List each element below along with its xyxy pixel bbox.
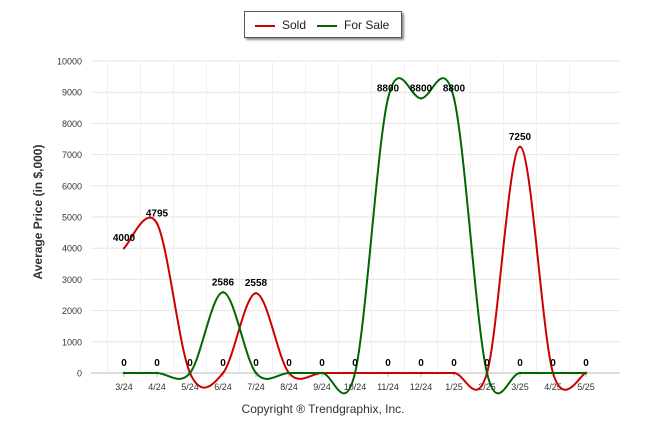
x-tick-label: 6/24 xyxy=(214,382,232,392)
data-point-sold xyxy=(419,371,423,375)
data-label: 0 xyxy=(154,358,160,369)
series-lines xyxy=(122,77,588,395)
legend-swatch-sold xyxy=(255,25,275,27)
data-label: 0 xyxy=(352,358,358,369)
data-label: 0 xyxy=(319,358,325,369)
data-label: 0 xyxy=(187,358,193,369)
x-tick-label: 5/24 xyxy=(181,382,199,392)
data-point-for-sale xyxy=(254,371,258,375)
data-point-for-sale xyxy=(320,371,324,375)
data-point-for-sale xyxy=(287,371,291,375)
data-label: 0 xyxy=(385,358,391,369)
y-tick-label: 0 xyxy=(77,369,82,379)
data-point-sold xyxy=(386,371,390,375)
y-axis-ticks: 0 1000 2000 3000 4000 5000 6000 7000 8000 9000 100… xyxy=(57,57,82,379)
x-axis-ticks: 3/24 4/24 5/24 6/24 7/24 8/24 9/24 10/24 11/24 12… xyxy=(115,373,595,392)
x-tick-label: 10/24 xyxy=(344,382,367,392)
data-label: 0 xyxy=(220,358,226,369)
x-tick-label: 11/24 xyxy=(377,382,399,392)
x-tick-label: 1/25 xyxy=(445,382,463,392)
legend: Sold For Sale xyxy=(244,11,402,38)
legend-label-sold[interactable]: Sold xyxy=(282,18,307,32)
data-point-sold xyxy=(155,222,159,225)
data-point-sold xyxy=(221,371,225,375)
data-label: 0 xyxy=(451,358,457,369)
x-tick-label: 8/24 xyxy=(280,382,298,392)
data-label: 0 xyxy=(484,358,490,369)
y-tick-label: 8000 xyxy=(62,119,82,129)
data-label: 2586 xyxy=(212,277,235,288)
x-tick-label: 3/24 xyxy=(115,382,133,392)
data-label: 0 xyxy=(121,358,127,369)
data-label: 0 xyxy=(418,358,424,369)
data-label: 0 xyxy=(253,358,259,369)
series-line-for-sale xyxy=(124,77,586,395)
data-label: 4795 xyxy=(146,208,169,219)
data-point-sold xyxy=(122,247,126,250)
data-point-for-sale xyxy=(419,97,423,100)
data-point-sold xyxy=(452,371,456,375)
data-point-for-sale xyxy=(518,371,522,375)
y-axis-label: Average Price (in $,000) xyxy=(31,144,45,280)
y-tick-label: 3000 xyxy=(62,275,82,285)
x-tick-label: 7/24 xyxy=(247,382,265,392)
data-label: 0 xyxy=(550,358,556,369)
data-point-for-sale xyxy=(452,97,456,100)
y-tick-label: 4000 xyxy=(62,244,82,254)
data-label: 4000 xyxy=(113,233,136,244)
y-tick-label: 6000 xyxy=(62,181,82,191)
legend-label-for-sale[interactable]: For Sale xyxy=(344,18,390,32)
data-label: 7250 xyxy=(509,132,532,143)
x-tick-label: 9/24 xyxy=(313,382,331,392)
x-tick-label: 12/24 xyxy=(410,382,433,392)
gridlines xyxy=(91,60,620,374)
data-point-for-sale xyxy=(485,371,489,375)
data-label: 0 xyxy=(517,358,523,369)
data-label: 2558 xyxy=(245,278,268,289)
data-point-for-sale xyxy=(155,371,159,375)
legend-swatch-for-sale xyxy=(317,25,337,27)
x-tick-label: 4/24 xyxy=(148,382,166,392)
y-tick-label: 2000 xyxy=(62,306,82,316)
data-label: 8800 xyxy=(410,83,433,94)
data-point-for-sale xyxy=(584,371,588,375)
y-tick-label: 1000 xyxy=(62,337,82,347)
y-tick-label: 5000 xyxy=(62,213,82,223)
data-label: 0 xyxy=(583,358,589,369)
data-point-for-sale xyxy=(551,371,555,375)
copyright-text: Copyright ® Trendgraphix, Inc. xyxy=(241,402,405,416)
data-point-for-sale xyxy=(353,371,357,375)
x-tick-label: 3/25 xyxy=(511,382,529,392)
data-point-for-sale xyxy=(122,371,126,375)
data-point-for-sale xyxy=(188,371,192,375)
x-tick-label: 4/25 xyxy=(544,382,562,392)
y-tick-label: 7000 xyxy=(62,150,82,160)
x-tick-label: 5/25 xyxy=(577,382,595,392)
y-tick-label: 10000 xyxy=(57,57,82,67)
data-labels: 4000 4795 2586 2558 8800 8800 8800 7250 0 0 0 0 0 0 0 0… xyxy=(113,83,589,369)
data-label: 8800 xyxy=(443,83,466,94)
y-tick-label: 9000 xyxy=(62,88,82,98)
data-point-sold xyxy=(518,145,522,148)
series-line-sold xyxy=(123,145,587,391)
data-point-for-sale xyxy=(221,291,225,294)
data-label: 8800 xyxy=(377,83,400,94)
data-point-for-sale xyxy=(386,97,390,100)
data-point-sold xyxy=(254,291,258,295)
x-tick-label: 2/25 xyxy=(478,382,496,392)
data-label: 0 xyxy=(286,358,292,369)
